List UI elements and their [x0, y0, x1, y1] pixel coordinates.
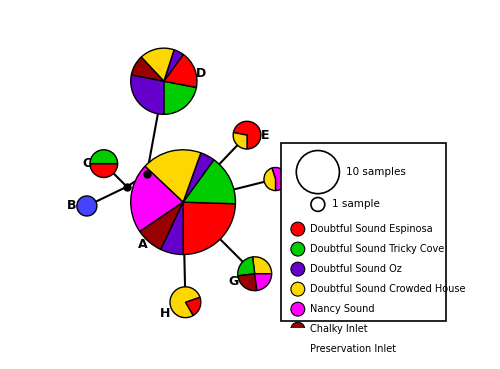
- Text: Doubtful Sound Oz: Doubtful Sound Oz: [310, 264, 402, 274]
- Wedge shape: [233, 132, 247, 149]
- Wedge shape: [164, 55, 197, 87]
- Text: H: H: [160, 307, 170, 320]
- Wedge shape: [164, 50, 184, 81]
- Wedge shape: [140, 202, 183, 249]
- Wedge shape: [77, 196, 97, 216]
- Wedge shape: [161, 202, 183, 255]
- Text: C: C: [82, 157, 92, 170]
- Text: Doubtful Sound Espinosa: Doubtful Sound Espinosa: [310, 224, 433, 234]
- Text: Doubtful Sound Crowded House: Doubtful Sound Crowded House: [310, 284, 466, 294]
- Circle shape: [291, 262, 305, 276]
- FancyBboxPatch shape: [281, 143, 446, 321]
- Wedge shape: [132, 57, 164, 81]
- Text: Doubtful Sound Tricky Cove: Doubtful Sound Tricky Cove: [310, 244, 444, 254]
- Text: A: A: [138, 238, 148, 251]
- Text: F: F: [286, 180, 295, 193]
- Text: Nancy Sound: Nancy Sound: [310, 304, 374, 314]
- Wedge shape: [183, 160, 236, 204]
- Wedge shape: [254, 274, 272, 290]
- Wedge shape: [141, 48, 174, 81]
- Circle shape: [291, 242, 305, 256]
- Wedge shape: [164, 81, 196, 114]
- Wedge shape: [238, 257, 254, 276]
- Wedge shape: [145, 150, 201, 202]
- Circle shape: [291, 282, 305, 296]
- Wedge shape: [183, 153, 214, 202]
- Wedge shape: [183, 202, 236, 255]
- Wedge shape: [238, 274, 257, 291]
- Circle shape: [291, 222, 305, 236]
- Wedge shape: [234, 121, 261, 149]
- Wedge shape: [130, 166, 183, 232]
- Text: Preservation Inlet: Preservation Inlet: [310, 344, 396, 354]
- Circle shape: [291, 302, 305, 316]
- Text: 1 sample: 1 sample: [332, 199, 380, 210]
- Circle shape: [291, 322, 305, 336]
- Wedge shape: [170, 287, 200, 318]
- Text: 10 samples: 10 samples: [346, 167, 406, 177]
- Wedge shape: [264, 168, 276, 190]
- Wedge shape: [90, 150, 118, 163]
- Circle shape: [291, 342, 305, 356]
- Text: G: G: [228, 275, 238, 288]
- Wedge shape: [130, 75, 164, 114]
- Wedge shape: [272, 168, 287, 190]
- Text: E: E: [261, 129, 270, 142]
- Wedge shape: [186, 297, 201, 315]
- Text: B: B: [66, 200, 76, 213]
- Text: Chalky Inlet: Chalky Inlet: [310, 324, 368, 334]
- Text: D: D: [196, 67, 206, 80]
- Wedge shape: [252, 257, 272, 274]
- Wedge shape: [90, 163, 118, 177]
